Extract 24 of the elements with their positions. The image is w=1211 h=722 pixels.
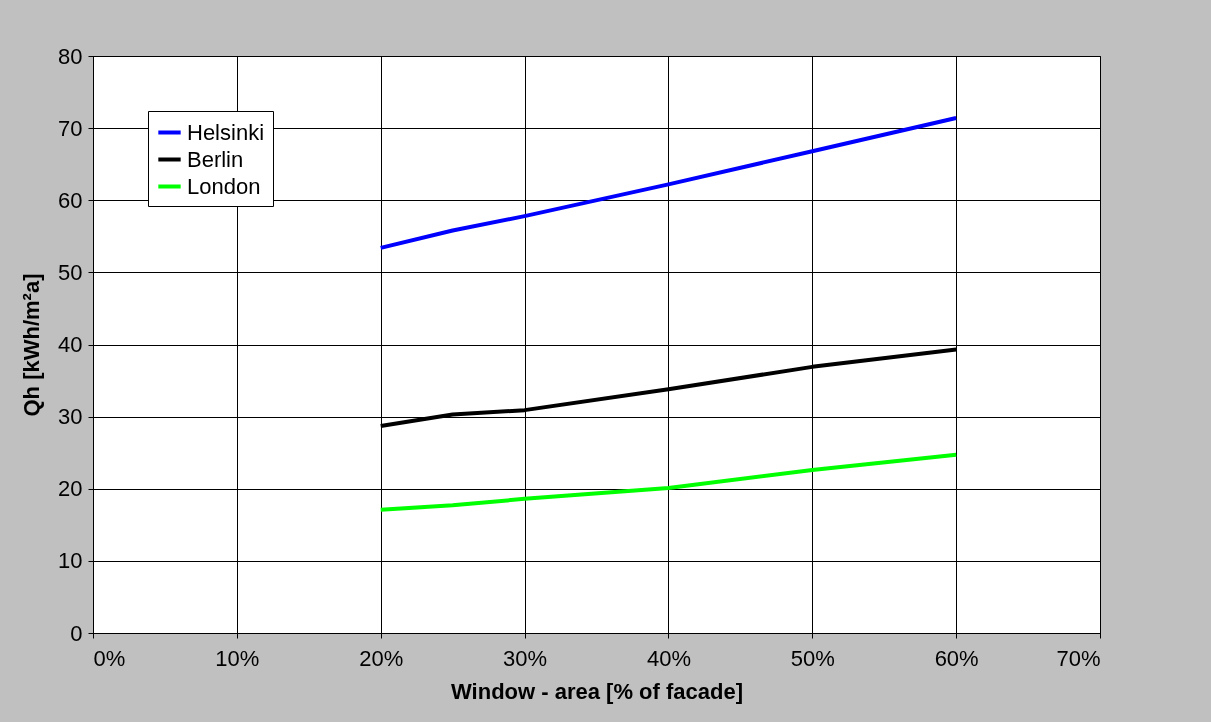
y-tick-label: 50 xyxy=(58,259,83,285)
y-tick-label: 10 xyxy=(58,548,83,574)
x-axis-title: Window - area [% of facade] xyxy=(451,678,743,704)
x-tick-label: 30% xyxy=(503,645,548,671)
y-tick-label: 0 xyxy=(70,620,83,646)
x-tick-label: 0% xyxy=(93,645,126,671)
y-tick-label: 70 xyxy=(58,115,83,141)
x-tick-label: 10% xyxy=(215,645,260,671)
y-tick-label: 80 xyxy=(58,43,83,69)
x-tick-label: 20% xyxy=(359,645,404,671)
y-tick-label: 60 xyxy=(58,187,83,213)
y-tick-label: 20 xyxy=(58,476,83,502)
x-tick-label: 70% xyxy=(1056,645,1101,671)
y-tick-label: 30 xyxy=(58,404,83,430)
y-axis-title: Qh [kWh/m²a] xyxy=(19,273,45,417)
x-tick-label: 40% xyxy=(646,645,691,671)
y-tick-label: 40 xyxy=(58,332,83,357)
legend-label: Helsinki xyxy=(187,119,265,145)
legend-label: London xyxy=(187,173,261,199)
legend-label: Berlin xyxy=(187,146,244,172)
x-tick-label: 60% xyxy=(934,645,979,671)
x-tick-label: 50% xyxy=(790,645,835,671)
line-series xyxy=(378,452,959,512)
line-series xyxy=(378,116,959,250)
